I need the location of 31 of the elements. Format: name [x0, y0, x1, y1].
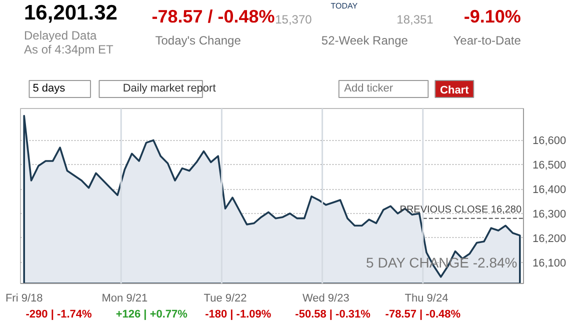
text: As of 4:34pm ET [24, 42, 114, 56]
x-tick-label: Thu 9/24 [404, 292, 448, 304]
y-tick-label: 16,600 [532, 135, 566, 148]
x-tick-label: Tue 9/22 [204, 292, 247, 304]
text: Add ticker [344, 82, 394, 94]
text: -78.57 / -0.48% [152, 6, 275, 26]
y-tick-label: 16,500 [532, 160, 566, 172]
text: +126 | +0.77% [116, 308, 188, 320]
text: 16,201.32 [24, 2, 118, 24]
text: -9.10% [464, 6, 521, 26]
y-tick-label: 16,300 [532, 208, 566, 220]
text: Year-to-Date [453, 34, 522, 48]
x-tick-label: Fri 9/18 [5, 292, 43, 304]
text: 18,351 [396, 12, 434, 26]
x-tick-label: Mon 9/21 [102, 292, 148, 304]
text: Today's Change [155, 34, 242, 48]
y-tick-label: 16,100 [532, 257, 566, 270]
y-tick-label: 16,400 [532, 184, 566, 196]
text: Chart [440, 84, 470, 96]
text: 52-Week Range [321, 34, 408, 48]
text: -78.57 | -0.48% [385, 308, 461, 320]
text: Delayed Data [24, 28, 98, 42]
text: -290 | -1.74% [26, 308, 92, 320]
y-tick-label: 16,200 [532, 232, 566, 245]
text: 5 days [32, 82, 66, 94]
text: -180 | -1.09% [205, 308, 272, 320]
text: Daily market report [122, 82, 216, 94]
text: TODAY [330, 2, 358, 10]
text: -50.58 | -0.31% [295, 308, 371, 320]
x-tick-label: Wed 9/23 [302, 292, 350, 304]
text: 15,370 [275, 12, 312, 26]
